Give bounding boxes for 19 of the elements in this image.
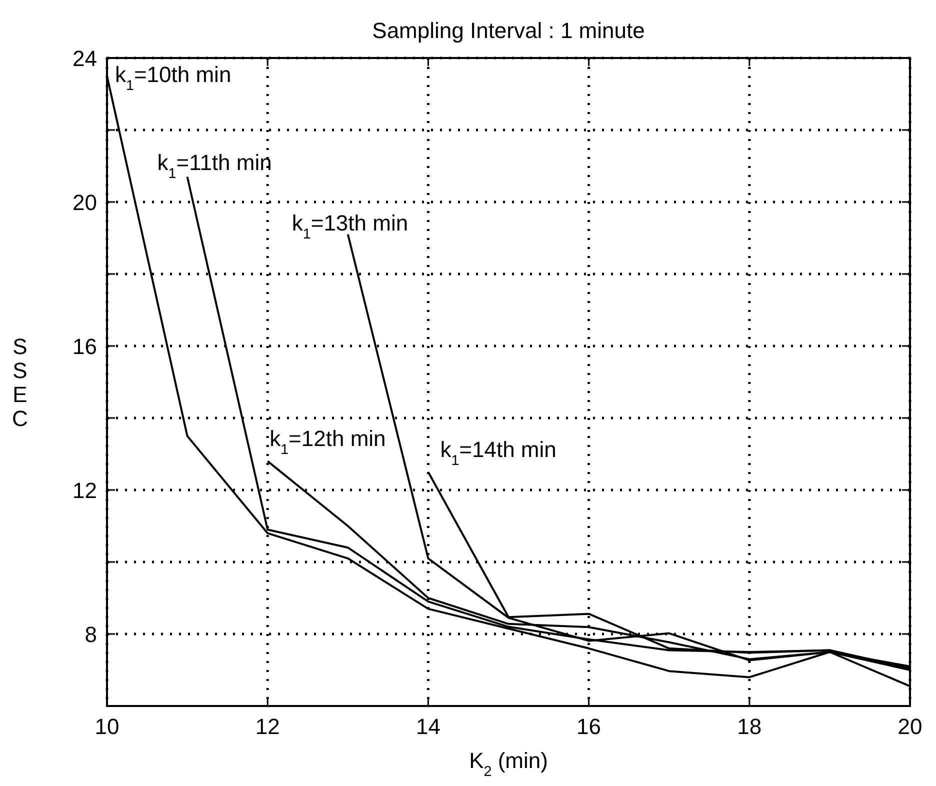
series-label: k$_{1}$=11th min (157, 150, 272, 182)
x-tick-label: 18 (737, 714, 762, 739)
x-tick-label: 14 (416, 714, 440, 739)
y-tick-label: 12 (72, 478, 97, 503)
y-axis-title: SSEC (12, 334, 28, 431)
x-tick-label: 10 (94, 714, 120, 739)
x-axis-title: K$_{2}$ (min) (469, 748, 548, 780)
y-tick-label: 20 (72, 190, 97, 215)
series-label: k$_{1}$=13th min (292, 210, 408, 242)
series-label: k$_{1}$=14th min (440, 437, 556, 469)
series-label: k$_{1}$=12th min (270, 426, 386, 458)
legend-label: k$_{1}$=10th min (115, 62, 232, 94)
x-tick-label: 20 (898, 714, 922, 739)
x-tick-label: 12 (255, 714, 280, 739)
y-tick-label: 8 (84, 622, 97, 647)
y-tick-label: 24 (72, 46, 97, 71)
chart-title: Sampling Interval : 1 minute (372, 18, 645, 43)
x-tick-label: 16 (576, 714, 602, 739)
y-tick-label: 16 (72, 334, 97, 359)
